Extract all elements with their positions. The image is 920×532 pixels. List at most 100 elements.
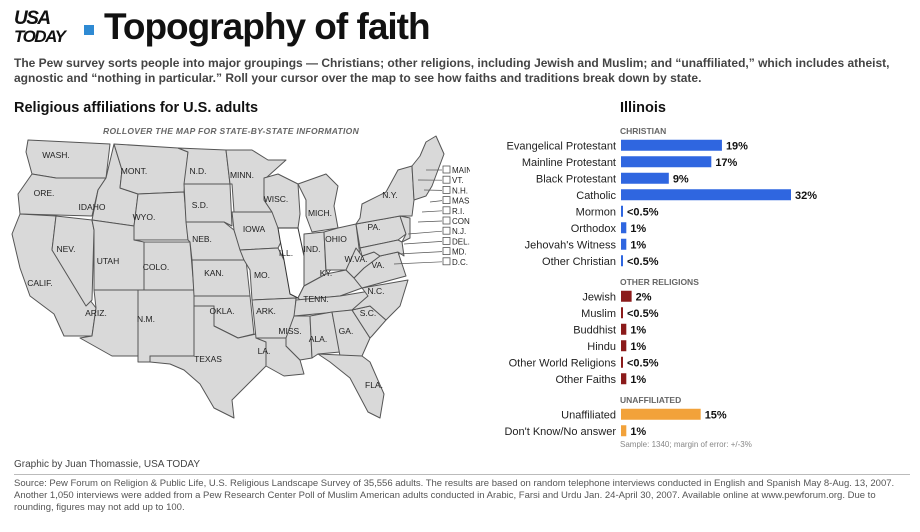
state-md-del[interactable] bbox=[359, 239, 405, 257]
small-state-box-maine[interactable] bbox=[442, 165, 451, 174]
bar-muslim bbox=[621, 307, 623, 319]
bar-orthodox bbox=[621, 222, 627, 234]
graphic-credit: Graphic by Juan Thomassie, USA TODAY bbox=[14, 459, 201, 470]
bar-value-unaffiliated: 15% bbox=[705, 409, 727, 421]
state-fla[interactable] bbox=[317, 353, 385, 419]
map-label-wva: W.VA. bbox=[345, 254, 368, 264]
map-label-fla: FLA. bbox=[365, 380, 383, 390]
bar-jewish bbox=[621, 290, 632, 302]
small-state-box-nj[interactable] bbox=[442, 226, 451, 235]
map-rollover-note: ROLLOVER THE MAP FOR STATE-BY-STATE INFO… bbox=[103, 126, 360, 136]
bar-buddhist bbox=[621, 323, 627, 335]
footer-divider bbox=[14, 474, 910, 475]
state-sd[interactable] bbox=[183, 183, 233, 227]
bar-value-other-world-religions: <0.5% bbox=[627, 357, 659, 369]
bar-black-protestant bbox=[621, 172, 669, 184]
map-label-ohio: OHIO bbox=[325, 234, 347, 244]
small-state-box-ri[interactable] bbox=[442, 206, 451, 215]
bar-label-orthodox: Orthodox bbox=[571, 223, 617, 235]
state-nj[interactable] bbox=[399, 215, 411, 243]
state-new-england[interactable] bbox=[411, 135, 445, 201]
map-label-nm: N.M. bbox=[137, 314, 155, 324]
map-label-ny: N.Y. bbox=[382, 190, 397, 200]
small-state-leader-nj bbox=[407, 230, 443, 235]
small-state-box-mass[interactable] bbox=[442, 196, 451, 204]
state-ga[interactable] bbox=[331, 309, 371, 357]
map-label-ariz: ARIZ. bbox=[85, 308, 107, 318]
small-state-label-mass: MASS. bbox=[452, 197, 470, 206]
bar-value-don-t-know-no-answer: 1% bbox=[630, 426, 646, 438]
map-label-ark: ARK. bbox=[256, 306, 276, 316]
small-state-box-vt[interactable] bbox=[442, 175, 451, 184]
map-label-mont: MONT. bbox=[121, 166, 147, 176]
map-label-mo: MO. bbox=[254, 270, 270, 280]
state-kan[interactable] bbox=[191, 259, 251, 297]
source-note: Source: Pew Forum on Religion & Public L… bbox=[14, 478, 895, 513]
bar-value-jewish: 2% bbox=[636, 291, 652, 303]
group-heading-unaffiliated: UNAFFILIATED bbox=[620, 395, 681, 405]
bar-value-catholic: 32% bbox=[795, 190, 817, 202]
bar-label-don-t-know-no-answer: Don't Know/No answer bbox=[504, 426, 616, 438]
small-state-label-del: DEL. bbox=[452, 237, 470, 246]
bar-label-jewish: Jewish bbox=[582, 291, 616, 303]
group-heading-christian: CHRISTIAN bbox=[620, 126, 666, 136]
map-label-nc: N.C. bbox=[368, 286, 385, 296]
map-label-ga: GA. bbox=[339, 326, 354, 336]
bar-value-mainline-protestant: 17% bbox=[715, 157, 737, 169]
bar-don-t-know-no-answer bbox=[621, 425, 627, 437]
bar-label-other-christian: Other Christian bbox=[542, 256, 616, 268]
bar-evangelical-protestant bbox=[621, 139, 722, 151]
bar-value-jehovah-s-witness: 1% bbox=[630, 239, 646, 251]
map-label-minn: MINN. bbox=[230, 170, 254, 180]
map-label-okla: OKLA. bbox=[209, 306, 234, 316]
small-state-leader-ri bbox=[421, 210, 443, 213]
bar-other-christian bbox=[621, 255, 623, 267]
small-state-box-dc[interactable] bbox=[442, 257, 451, 266]
bar-value-muslim: <0.5% bbox=[627, 308, 659, 320]
state-wyo[interactable] bbox=[133, 191, 189, 241]
small-state-label-ri: R.I. bbox=[452, 207, 464, 216]
state-ala[interactable] bbox=[309, 311, 341, 359]
bar-value-hindu: 1% bbox=[630, 341, 646, 353]
bar-label-muslim: Muslim bbox=[581, 308, 616, 320]
map-label-ore: ORE. bbox=[34, 188, 55, 198]
intro-text: The Pew survey sorts people into major g… bbox=[14, 56, 890, 85]
map-label-va: VA. bbox=[371, 260, 384, 270]
bar-other-world-religions bbox=[621, 356, 623, 368]
state-nm[interactable] bbox=[137, 289, 195, 363]
state-mich[interactable] bbox=[297, 173, 339, 233]
small-state-box-md[interactable] bbox=[442, 247, 451, 255]
small-state-box-del[interactable] bbox=[442, 237, 451, 245]
usa-today-logo: USA TODAY bbox=[14, 9, 74, 50]
map-label-kan: KAN. bbox=[204, 268, 224, 278]
title-accent-square bbox=[84, 25, 94, 35]
bar-label-other-faiths: Other Faiths bbox=[555, 374, 616, 386]
page-title: Topography of faith bbox=[104, 6, 431, 47]
bar-value-evangelical-protestant: 19% bbox=[726, 140, 748, 152]
group-heading-other-religions: OTHER RELIGIONS bbox=[620, 277, 699, 287]
affiliation-bar-chart: CHRISTIAN Evangelical Protestant 19% Mainli… bbox=[504, 126, 817, 449]
small-state-leader-conn bbox=[417, 220, 443, 223]
small-state-leader-del bbox=[403, 241, 443, 245]
state-nc[interactable] bbox=[351, 279, 409, 321]
bar-value-other-christian: <0.5% bbox=[627, 256, 659, 268]
state-texas[interactable] bbox=[149, 305, 267, 419]
bar-label-buddhist: Buddhist bbox=[573, 324, 616, 336]
map-label-colo: COLO. bbox=[143, 262, 169, 272]
map-label-iowa: IOWA bbox=[243, 224, 266, 234]
map-label-ind: IND. bbox=[304, 244, 321, 254]
small-state-box-nh[interactable] bbox=[442, 186, 451, 194]
small-state-leader-dc bbox=[393, 261, 443, 265]
bar-label-other-world-religions: Other World Religions bbox=[509, 357, 617, 369]
map-label-calif: CALIF. bbox=[27, 278, 53, 288]
map-label-sd: S.D. bbox=[192, 200, 209, 210]
logo-line-2: TODAY bbox=[14, 27, 66, 46]
bar-label-mormon: Mormon bbox=[576, 206, 616, 218]
small-state-label-vt: VT. bbox=[452, 176, 464, 185]
us-map[interactable]: WASH. ORE. CALIF. IDAHO NEV. MONT. WYO. UTAH ARI… bbox=[0, 130, 470, 460]
bar-mainline-protestant bbox=[621, 156, 712, 168]
small-state-label-nh: N.H. bbox=[452, 186, 468, 195]
map-label-wisc: WISC. bbox=[264, 194, 289, 204]
small-state-box-conn[interactable] bbox=[442, 216, 451, 225]
